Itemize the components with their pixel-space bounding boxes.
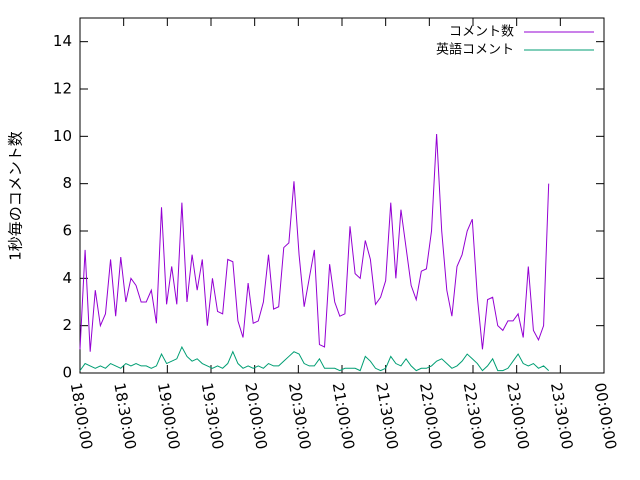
x-tick-label: 18:30:00 — [110, 381, 139, 450]
y-axis-label: 1秒毎のコメント数 — [7, 131, 25, 261]
x-tick-label: 21:00:00 — [329, 381, 358, 450]
x-tick-label: 19:00:00 — [154, 381, 183, 450]
series-line — [79, 133, 550, 352]
y-tick-label: 6 — [62, 222, 72, 240]
y-tick-label: 12 — [53, 80, 72, 98]
legend-label: コメント数 — [449, 25, 514, 40]
x-tick-label: 20:30:00 — [285, 381, 314, 450]
x-tick-label: 23:30:00 — [547, 381, 576, 450]
x-tick-label: 23:00:00 — [503, 381, 532, 450]
y-tick-label: 14 — [53, 32, 72, 50]
x-tick-label: 18:00:00 — [67, 381, 96, 450]
y-tick-label: 2 — [62, 316, 72, 334]
legend-label: 英語コメント — [436, 42, 514, 58]
x-tick-label: 22:00:00 — [416, 381, 445, 450]
y-tick-label: 0 — [62, 364, 72, 382]
plot-border — [79, 17, 605, 374]
x-tick-label: 00:00:00 — [591, 381, 620, 450]
x-tick-label: 21:30:00 — [372, 381, 401, 450]
y-tick-label: 8 — [62, 174, 72, 192]
x-tick-label: 20:00:00 — [241, 381, 270, 450]
series-line — [79, 345, 550, 372]
x-tick-label: 19:30:00 — [198, 381, 227, 450]
y-tick-label: 4 — [62, 269, 72, 287]
y-tick-label: 10 — [53, 127, 72, 145]
x-tick-label: 22:30:00 — [460, 381, 489, 450]
